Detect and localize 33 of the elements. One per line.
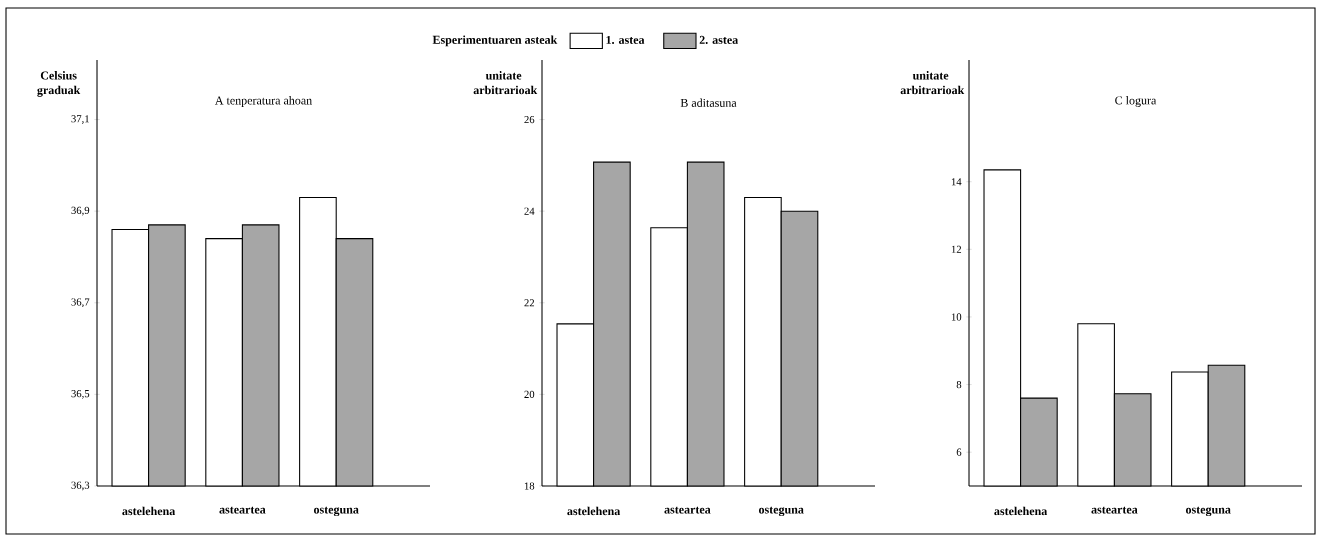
y-tick-label: 24: [524, 207, 535, 215]
x-tick-label: asteartea: [664, 506, 711, 514]
legend-label: 2. astea: [699, 35, 738, 44]
y-axis-title: Celsius graduak: [37, 71, 81, 97]
y-tick-label: 12: [951, 245, 962, 253]
x-tick-label: astelehena: [122, 506, 176, 516]
y-tick-label: 14: [951, 178, 962, 186]
y-tick-label: 18: [524, 482, 535, 490]
text: A tenperatura ahoan: [214, 96, 312, 107]
y-tick-label: 20: [524, 390, 535, 398]
y-tick-label: 22: [524, 299, 535, 307]
x-tick-label: asteartea: [1091, 506, 1138, 514]
text: B aditasuna: [680, 98, 737, 107]
x-tick-label: osteguna: [758, 506, 804, 517]
x-tick-label: asteartea: [219, 506, 266, 514]
y-tick-label: 36,7: [71, 298, 90, 308]
x-tick-label: astelehena: [567, 506, 621, 516]
y-axis-title: unitate arbitrarioak: [900, 71, 965, 95]
y-tick-label: 6: [956, 448, 962, 456]
y-tick-label: 37,1: [71, 115, 89, 124]
x-tick-label: osteguna: [313, 506, 359, 517]
y-tick-label: 36,3: [71, 481, 90, 491]
y-tick-label: 26: [524, 115, 535, 124]
y-tick-label: 36,5: [71, 390, 90, 399]
y-tick-label: 8: [956, 380, 962, 389]
y-axis-title: unitate arbitrarioak: [473, 71, 538, 95]
legend-title: Esperimentuaren asteak: [432, 35, 558, 47]
text: C logura: [1115, 96, 1157, 107]
x-tick-label: osteguna: [1186, 506, 1231, 517]
legend-label: 1. astea: [606, 35, 645, 44]
x-tick-label: astelehena: [994, 506, 1048, 516]
y-tick-label: 10: [951, 313, 962, 321]
y-tick-label: 36,9: [71, 206, 90, 216]
